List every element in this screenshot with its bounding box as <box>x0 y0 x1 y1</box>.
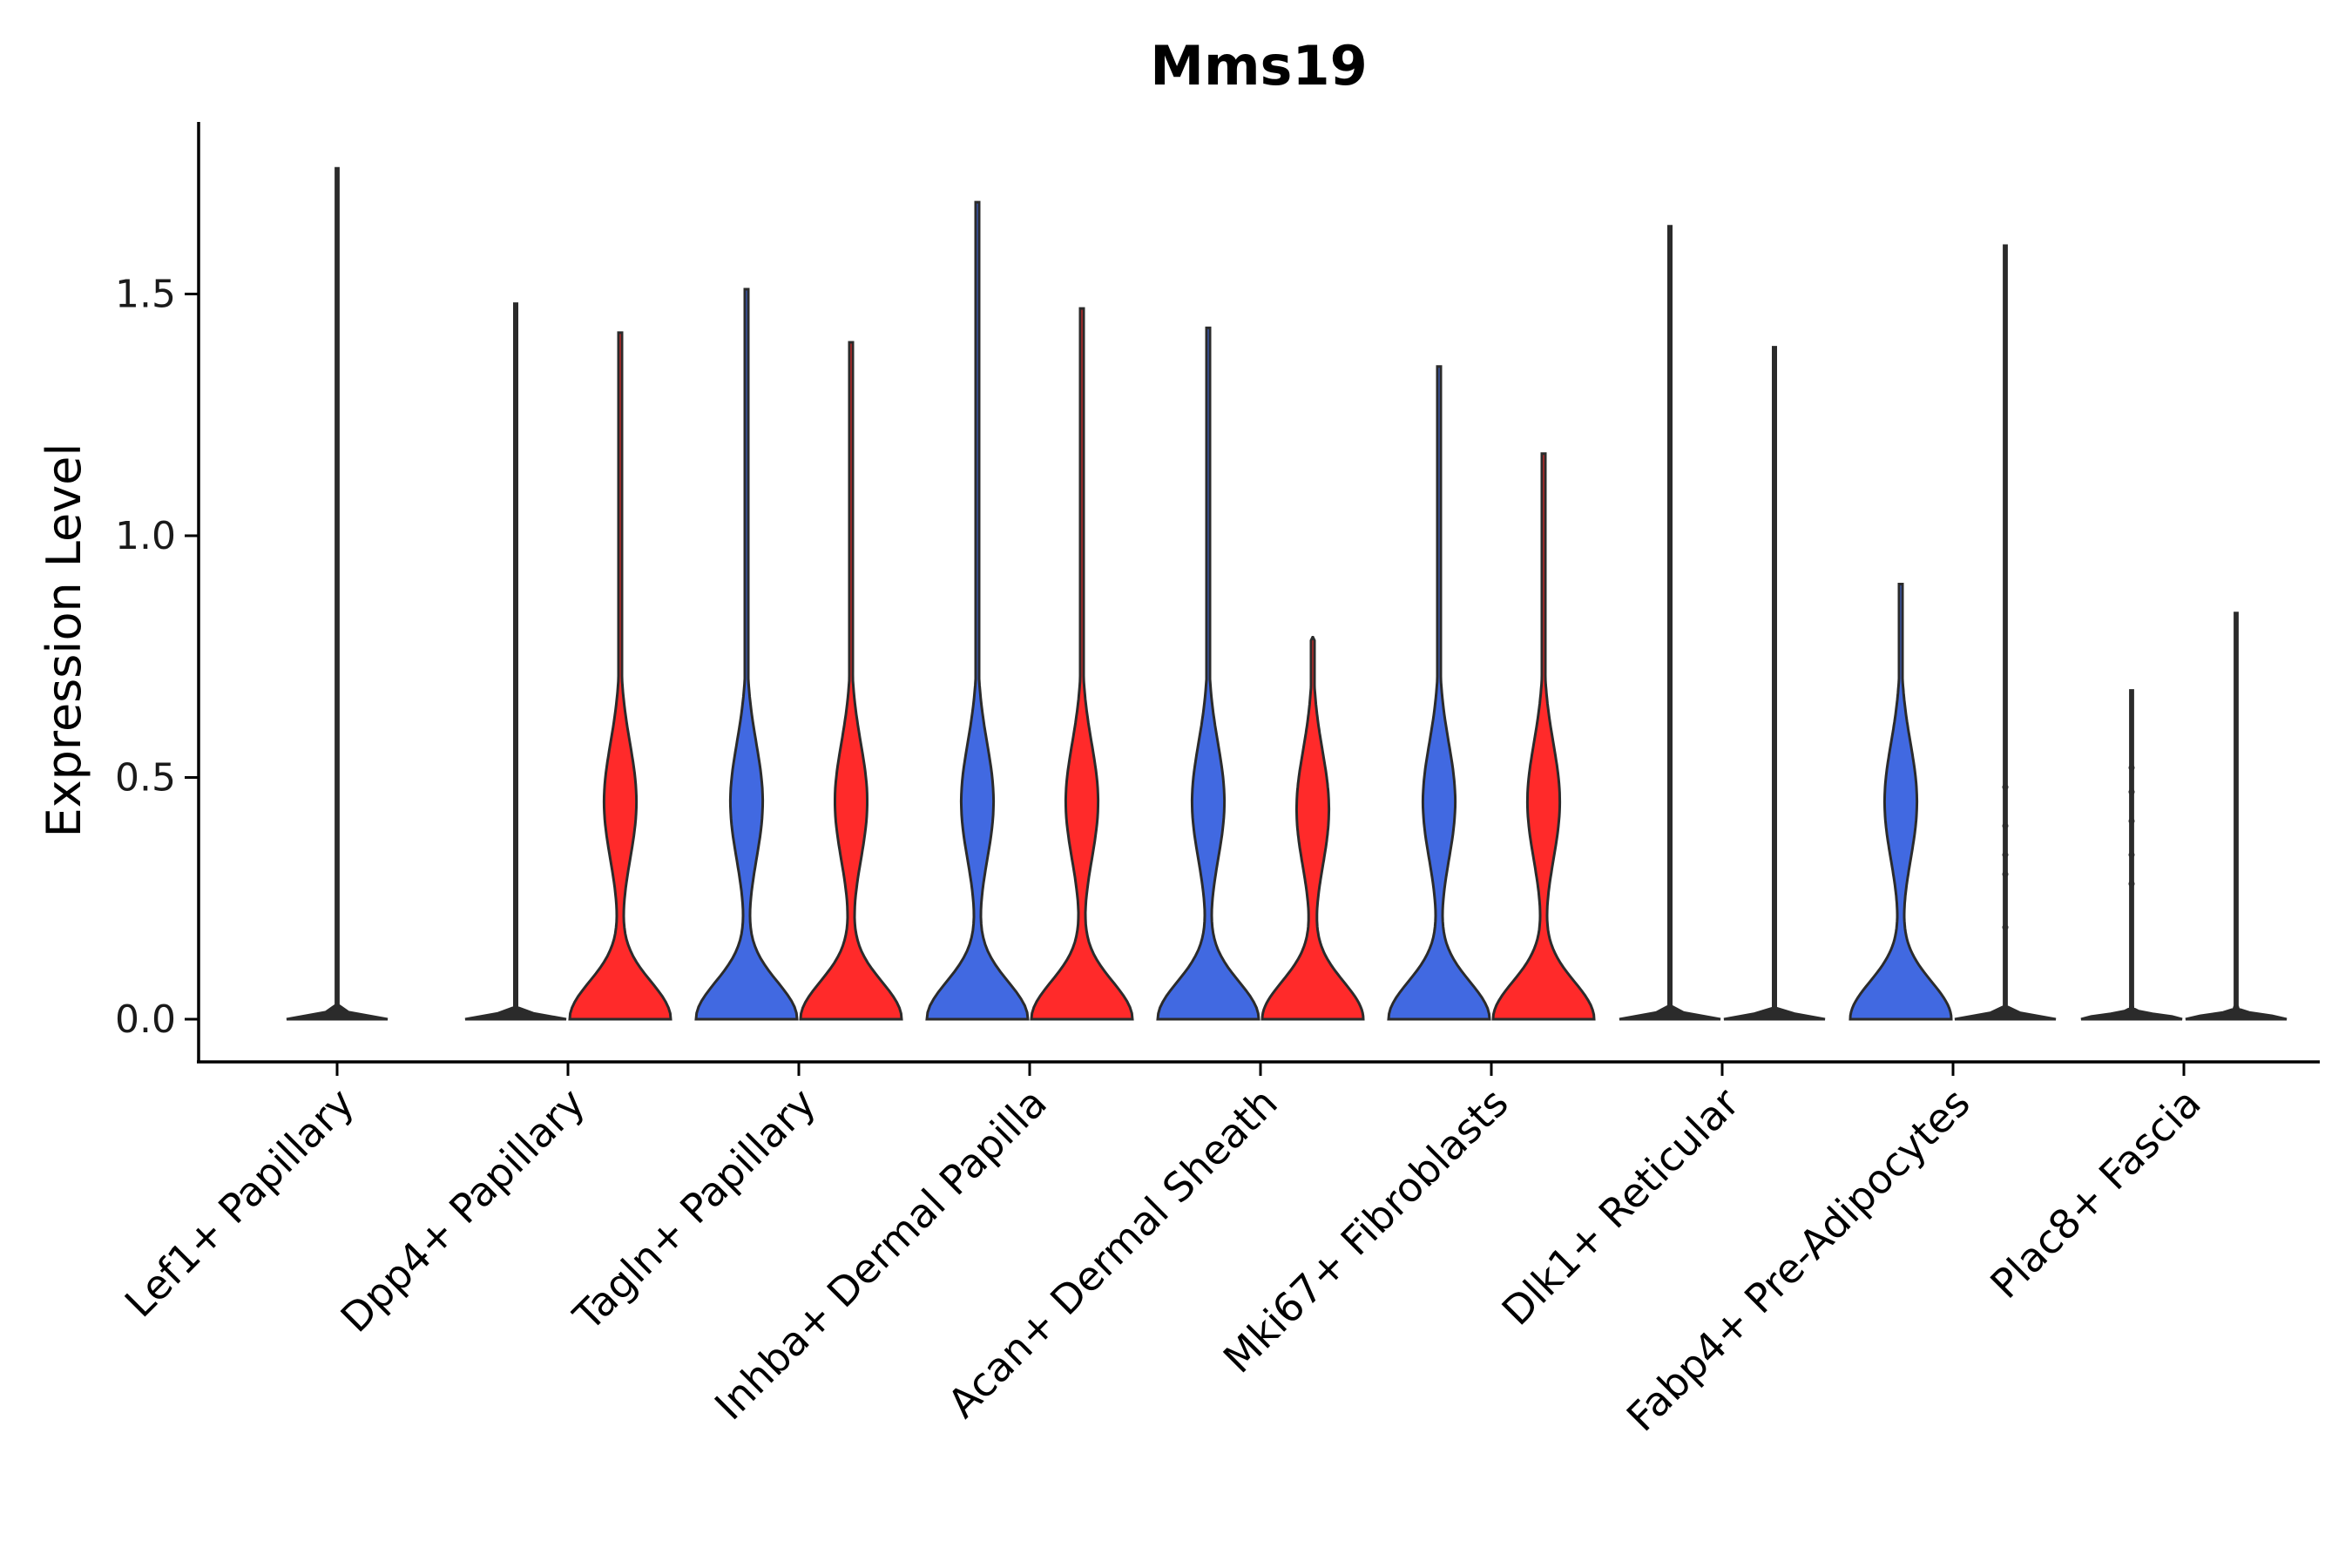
y-axis: 0.0 0.5 1.0 1.5 <box>115 273 199 1042</box>
data-point <box>2128 788 2135 795</box>
violin-blue <box>286 166 389 1021</box>
data-point <box>2002 784 2009 791</box>
violins <box>286 166 2288 1021</box>
violin-blue <box>1156 326 1260 1021</box>
data-point <box>2128 881 2135 888</box>
violin-red <box>1723 346 1826 1021</box>
violin-blue <box>1619 225 1721 1021</box>
violin-blue <box>1848 583 1953 1021</box>
violin-blue <box>464 302 567 1021</box>
data-point <box>2002 924 2009 931</box>
data-point <box>2002 871 2009 877</box>
y-tick-label: 1.0 <box>115 514 176 558</box>
data-point <box>2128 764 2135 771</box>
y-axis-label: Expression Level <box>37 443 91 838</box>
violin-red <box>799 341 903 1021</box>
x-tick-label: Lef1+ Papillary <box>116 1079 363 1327</box>
violin-red <box>1260 636 1365 1021</box>
y-tick-label: 0.5 <box>115 756 176 801</box>
violin-blue <box>694 287 799 1021</box>
violin-red <box>1030 307 1134 1021</box>
data-point <box>2128 851 2135 858</box>
chart-title: Mms19 <box>1150 34 1367 98</box>
violin-blue <box>925 200 1030 1021</box>
x-tick-label: Tagln+ Papillary <box>564 1079 825 1341</box>
x-tick-label: Dlk1+ Reticular <box>1493 1079 1748 1335</box>
violin-red <box>1491 452 1596 1021</box>
x-tick-label: Dpp4+ Papillary <box>332 1079 594 1342</box>
data-point <box>2002 851 2009 858</box>
violin-red <box>2185 612 2288 1021</box>
y-tick-label: 1.5 <box>115 273 176 317</box>
x-tick-label: Plac8+ Fascia <box>1981 1079 2209 1308</box>
violin-blue <box>1387 365 1491 1021</box>
data-point <box>2002 822 2009 829</box>
y-tick-label: 0.0 <box>115 997 176 1042</box>
data-point <box>2128 817 2135 824</box>
violin-red <box>1954 244 2057 1021</box>
violin-red <box>568 331 672 1021</box>
